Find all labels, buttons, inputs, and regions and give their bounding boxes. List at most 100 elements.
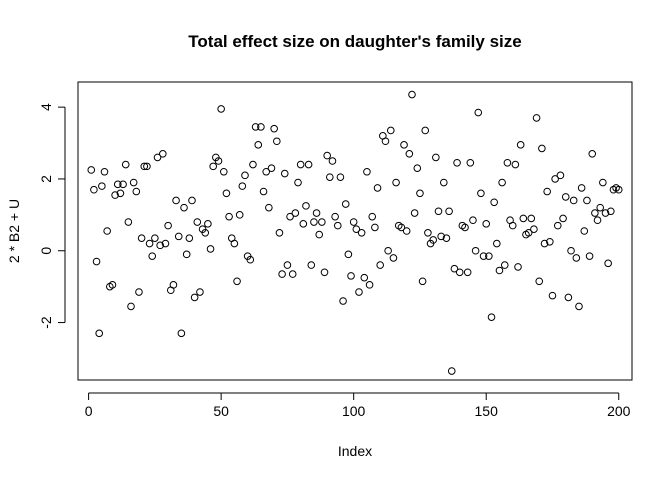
data-point bbox=[503, 158, 512, 167]
data-point bbox=[196, 288, 204, 296]
data-point bbox=[490, 198, 498, 207]
data-point bbox=[445, 207, 453, 216]
data-point bbox=[548, 291, 557, 300]
x-tick-label: 150 bbox=[475, 403, 499, 419]
x-tick-label: 50 bbox=[213, 403, 229, 419]
data-point bbox=[193, 218, 202, 226]
data-point bbox=[583, 196, 591, 205]
data-point bbox=[299, 220, 308, 228]
data-point bbox=[572, 254, 581, 262]
data-point bbox=[331, 212, 339, 221]
data-point bbox=[384, 246, 392, 255]
data-point bbox=[577, 184, 586, 192]
data-point bbox=[376, 261, 384, 269]
data-point bbox=[495, 266, 504, 275]
data-point bbox=[381, 137, 390, 146]
data-point bbox=[238, 182, 247, 190]
data-point bbox=[275, 228, 284, 237]
data-point bbox=[455, 268, 464, 277]
data-point bbox=[161, 239, 170, 248]
data-point bbox=[103, 227, 111, 235]
y-tick-label: 4 bbox=[38, 103, 54, 111]
data-point bbox=[450, 264, 459, 273]
data-point bbox=[225, 212, 233, 221]
data-point bbox=[540, 239, 549, 248]
data-point bbox=[92, 257, 101, 266]
data-point bbox=[386, 126, 395, 135]
data-point bbox=[137, 234, 146, 242]
data-point bbox=[556, 171, 565, 180]
data-point bbox=[349, 218, 358, 226]
data-point bbox=[257, 123, 265, 131]
data-point bbox=[402, 227, 411, 235]
data-point bbox=[482, 220, 491, 228]
data-point bbox=[87, 166, 96, 174]
data-point bbox=[259, 187, 268, 196]
data-point bbox=[174, 232, 183, 241]
data-point bbox=[421, 126, 430, 135]
data-point bbox=[418, 277, 427, 286]
data-point bbox=[90, 185, 98, 194]
data-point bbox=[206, 245, 215, 253]
data-point bbox=[493, 239, 501, 248]
data-point bbox=[567, 246, 575, 255]
data-point bbox=[360, 273, 369, 282]
data-point bbox=[601, 209, 610, 217]
data-point bbox=[371, 223, 379, 232]
data-point bbox=[532, 114, 541, 122]
data-point bbox=[188, 196, 196, 205]
data-point bbox=[291, 209, 300, 217]
x-tick-label: 200 bbox=[607, 403, 631, 419]
data-point bbox=[159, 150, 167, 158]
data-point bbox=[432, 153, 440, 162]
data-point bbox=[201, 228, 210, 237]
data-point bbox=[296, 160, 305, 169]
data-point bbox=[286, 212, 294, 221]
data-point bbox=[546, 237, 554, 246]
data-point bbox=[538, 144, 546, 153]
data-points bbox=[87, 90, 623, 375]
data-point bbox=[164, 221, 172, 230]
x-tick-label: 0 bbox=[85, 403, 93, 419]
data-point bbox=[148, 252, 157, 260]
data-point bbox=[336, 173, 345, 181]
data-point bbox=[614, 185, 623, 194]
data-point bbox=[254, 141, 263, 149]
data-point bbox=[204, 220, 212, 228]
data-point bbox=[172, 196, 180, 205]
data-point bbox=[357, 228, 366, 237]
data-point bbox=[575, 302, 583, 311]
data-point bbox=[140, 162, 149, 171]
data-point bbox=[363, 167, 371, 176]
data-point bbox=[169, 281, 178, 289]
data-point bbox=[341, 200, 350, 208]
data-point bbox=[145, 239, 154, 248]
data-point bbox=[511, 160, 520, 169]
data-point bbox=[352, 225, 361, 234]
data-point bbox=[461, 223, 469, 232]
data-point bbox=[485, 252, 493, 260]
data-point bbox=[477, 189, 485, 198]
data-point bbox=[591, 209, 599, 217]
data-point bbox=[606, 207, 615, 216]
data-point bbox=[127, 302, 135, 311]
data-point bbox=[389, 254, 398, 262]
data-point bbox=[524, 228, 533, 237]
data-point bbox=[553, 221, 562, 230]
data-point bbox=[124, 218, 133, 226]
data-point bbox=[326, 173, 334, 181]
data-point bbox=[408, 90, 416, 99]
data-point bbox=[588, 150, 597, 158]
data-point bbox=[551, 175, 559, 183]
data-point bbox=[209, 162, 217, 171]
data-point bbox=[219, 167, 228, 176]
data-point bbox=[280, 169, 289, 178]
data-point bbox=[519, 214, 528, 223]
data-point bbox=[214, 157, 223, 165]
data-point bbox=[283, 261, 292, 269]
data-point bbox=[111, 191, 119, 199]
data-point bbox=[516, 141, 525, 149]
data-point bbox=[267, 164, 276, 172]
data-point bbox=[487, 313, 496, 321]
